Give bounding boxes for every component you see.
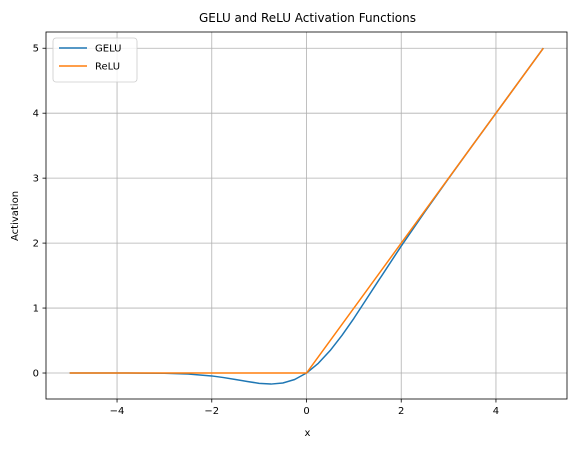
x-tick-label: −2 [204, 406, 219, 417]
legend-label-relu: ReLU [95, 62, 120, 73]
legend-box [52, 37, 138, 83]
y-tick-label: 3 [33, 174, 39, 185]
x-axis-label: x [305, 428, 311, 439]
y-tick-label: 0 [33, 369, 39, 380]
legend: GELU ReLU [52, 37, 138, 83]
x-tick-label: 0 [303, 406, 309, 417]
y-tick-label: 4 [33, 109, 39, 120]
x-tick-label: 2 [398, 406, 404, 417]
x-axis-ticks: −4 −2 0 2 4 [110, 399, 499, 417]
plot-series [69, 47, 544, 385]
x-tick-label: −4 [110, 406, 125, 417]
y-axis-ticks: 0 1 2 3 4 5 [33, 44, 46, 380]
series-line-relu [69, 47, 544, 374]
grid [46, 32, 567, 399]
y-tick-label: 1 [33, 304, 39, 315]
legend-label-gelu: GELU [95, 44, 121, 55]
y-axis-label: Activation [10, 191, 21, 241]
chart-title: GELU and ReLU Activation Functions [199, 11, 416, 25]
x-tick-label: 4 [493, 406, 499, 417]
y-tick-label: 5 [33, 44, 39, 55]
y-tick-label: 2 [33, 239, 39, 250]
